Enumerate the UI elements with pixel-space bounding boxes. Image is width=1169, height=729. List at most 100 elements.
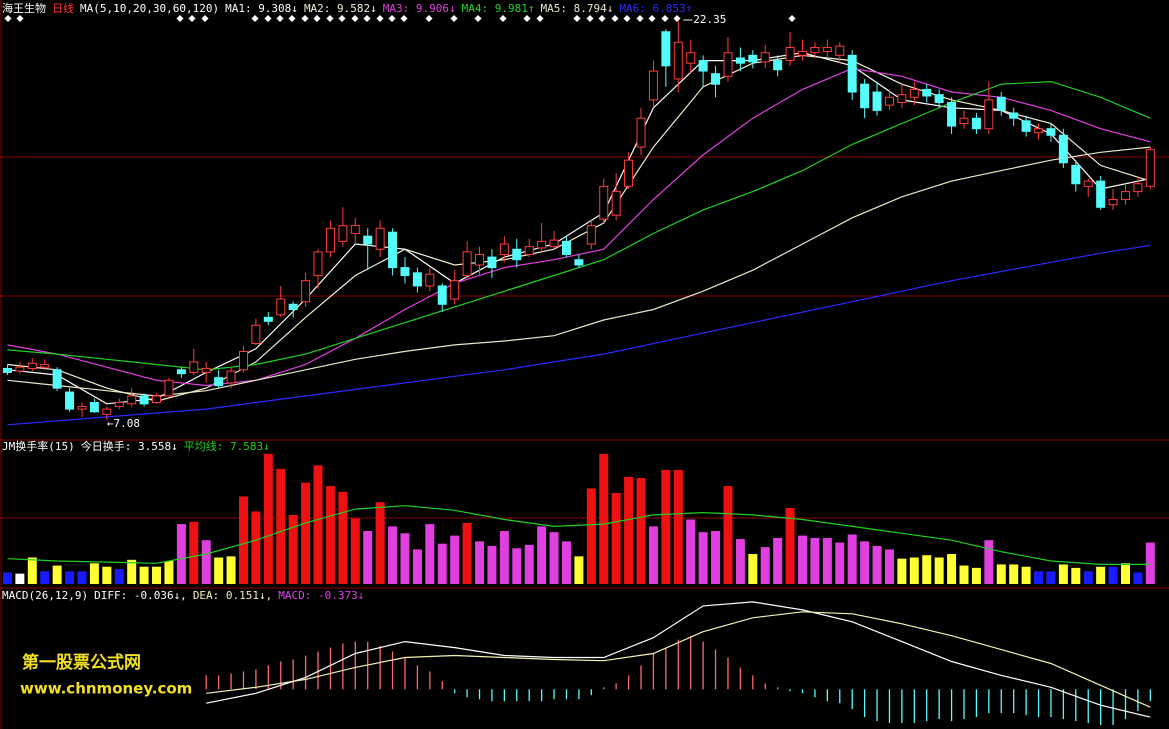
- turnover-bar: [599, 453, 609, 584]
- turnover-bar: [711, 531, 721, 584]
- legend-entry: 今日换手: 3.558↓: [81, 439, 178, 453]
- candle-body: [375, 227, 385, 250]
- candle-body: [959, 117, 969, 124]
- signal-marker: [611, 14, 619, 23]
- candle-body: [1034, 128, 1044, 134]
- turnover-bar: [65, 571, 75, 584]
- turnover-bar: [723, 486, 733, 584]
- turnover-bar: [586, 488, 596, 584]
- legend-entry: DIFF: -0.036↓,: [94, 589, 187, 602]
- turnover-bar: [574, 556, 584, 584]
- turnover-bar: [425, 524, 435, 584]
- turnover-bar: [798, 535, 808, 584]
- candle-body: [822, 46, 832, 52]
- legend-entry: 日线: [52, 1, 74, 15]
- turnover-bar: [748, 554, 758, 584]
- candle-body: [189, 361, 199, 373]
- signal-marker: [264, 14, 272, 23]
- candle-body: [723, 52, 733, 77]
- signal-marker: [326, 14, 334, 23]
- turnover-bar: [263, 453, 273, 584]
- turnover-bar: [996, 564, 1006, 584]
- candle-body: [1120, 191, 1130, 200]
- turnover-bar: [152, 566, 162, 584]
- candle-body: [909, 88, 919, 98]
- turnover-bar: [648, 526, 658, 584]
- signal-marker: [176, 14, 184, 23]
- candle-body: [1083, 180, 1093, 187]
- candle-body: [698, 60, 708, 72]
- signal-marker: [351, 14, 359, 23]
- turnover-bar: [475, 541, 485, 584]
- indicator-line: [7, 146, 1151, 397]
- turnover-bar: [139, 566, 149, 584]
- candle-body: [400, 267, 410, 276]
- turnover-bar: [947, 554, 957, 584]
- signal-marker: [376, 14, 384, 23]
- candle-body: [735, 57, 745, 64]
- candle-body: [40, 364, 50, 368]
- turnover-bar: [835, 542, 845, 584]
- candle-body: [934, 94, 944, 104]
- turnover-bar: [288, 514, 298, 584]
- candle-body: [661, 31, 671, 67]
- candle-body: [462, 251, 472, 276]
- turnover-bar: [1021, 566, 1031, 584]
- candle-body: [487, 256, 497, 269]
- candle-body: [338, 225, 348, 242]
- candle-body: [1009, 112, 1019, 119]
- turnover-bar: [1145, 542, 1155, 584]
- turnover-bar: [1071, 567, 1081, 584]
- candle-body: [176, 369, 186, 375]
- turnover-bar: [698, 532, 708, 584]
- turnover-bar: [114, 569, 124, 584]
- candle-body: [139, 395, 149, 405]
- candle-body: [1058, 134, 1068, 164]
- turnover-bar: [760, 547, 770, 584]
- turnover-bar: [1046, 571, 1056, 584]
- turnover-bar: [1058, 564, 1068, 584]
- legend-entry: 海王生物: [2, 1, 46, 15]
- turnover-bar: [450, 535, 460, 584]
- signal-marker: [523, 14, 531, 23]
- turnover-bar: [176, 524, 186, 584]
- candle-body: [77, 405, 87, 410]
- candle-body: [847, 54, 857, 93]
- turnover-bar: [388, 526, 398, 584]
- indicator-line: [206, 601, 1151, 718]
- turnover-bar: [934, 557, 944, 584]
- legend-entry: DEA: 0.151↓,: [193, 589, 272, 602]
- signal-marker: [788, 14, 796, 23]
- turnover-bar: [847, 534, 857, 584]
- signal-marker: [4, 14, 12, 23]
- candle-body: [549, 239, 559, 248]
- candle-body: [363, 235, 373, 245]
- turnover-bar: [127, 559, 137, 584]
- candle-body: [984, 99, 994, 130]
- turnover-bar: [437, 543, 447, 584]
- indicator-line: [7, 52, 1151, 405]
- signal-marker: [623, 14, 631, 23]
- candle-body: [760, 52, 770, 63]
- legend-entry: MA3: 9.906↓: [383, 2, 456, 15]
- turnover-bar: [611, 492, 621, 584]
- indicator-line: [7, 67, 1151, 387]
- turnover-bar: [412, 549, 422, 584]
- candle-body: [238, 350, 248, 371]
- candle-body: [164, 379, 174, 397]
- candle-body: [810, 46, 820, 54]
- turnover-bar: [1009, 564, 1019, 584]
- candle-body: [350, 225, 360, 235]
- candle-body: [648, 70, 658, 101]
- candle-body: [673, 41, 683, 80]
- candle-body: [748, 54, 758, 63]
- signal-marker: [598, 14, 606, 23]
- candle-body: [835, 45, 845, 56]
- candle-body: [1096, 180, 1106, 208]
- candle-body: [201, 367, 211, 373]
- turnover-bar: [1096, 566, 1106, 584]
- candle-body: [263, 316, 273, 322]
- turnover-bar: [301, 482, 311, 584]
